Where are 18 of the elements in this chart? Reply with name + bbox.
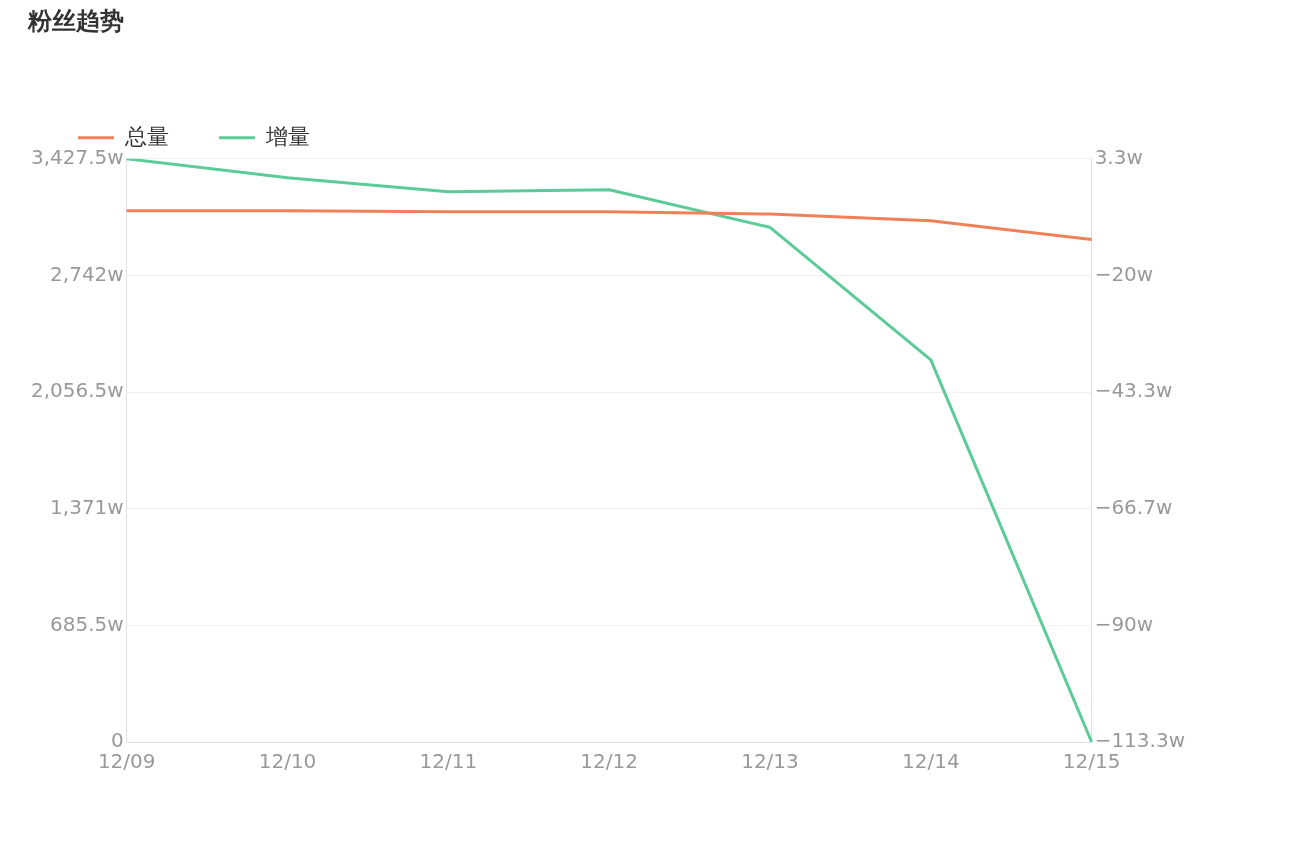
y-tick-label: 3,427.5w <box>30 145 124 169</box>
y-tick-label: 1,371w <box>50 494 124 519</box>
y2-tick-label: −66.7w <box>1094 495 1173 520</box>
y-tick-label: 685.5w <box>50 611 124 636</box>
y2-tick-label: −90w <box>1094 611 1154 636</box>
x-tick-label: 12/10 <box>258 749 317 774</box>
y2-tick-label: 3.3w <box>1094 145 1143 169</box>
y2-tick-label: −43.3w <box>1094 378 1173 403</box>
legend-label: 总量 <box>124 123 169 149</box>
chart-title: 粉丝趋势 <box>27 6 124 35</box>
x-tick-label: 12/11 <box>419 749 478 774</box>
y2-tick-label: −20w <box>1094 261 1154 286</box>
legend-label: 增量 <box>265 123 310 149</box>
x-tick-label: 12/13 <box>741 749 799 774</box>
y-tick-label: 2,056.5w <box>30 378 124 403</box>
y-tick-label: 2,742w <box>50 261 124 286</box>
x-tick-label: 12/12 <box>580 749 638 774</box>
x-tick-label: 12/14 <box>901 749 960 774</box>
